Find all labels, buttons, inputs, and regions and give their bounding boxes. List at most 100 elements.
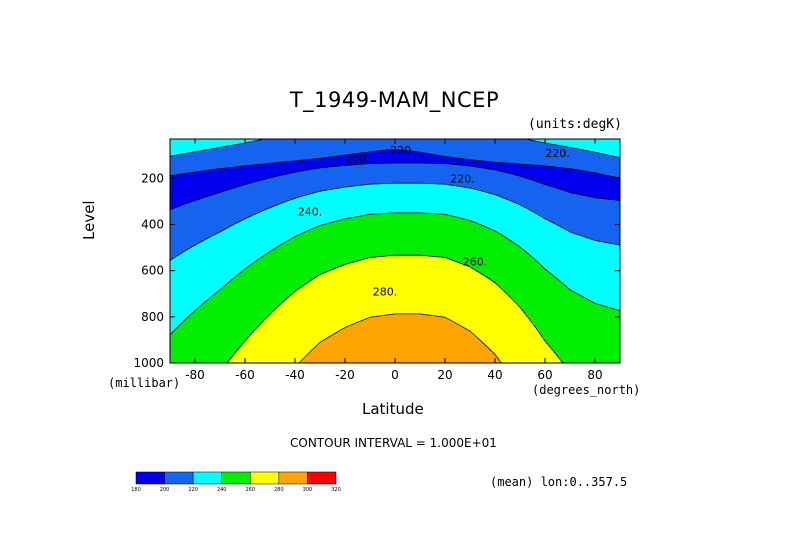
contour-fill-band [170,225,232,227]
contour-fill-band [541,335,620,337]
contour-fill-band [561,281,620,283]
contour-fill-band [603,174,620,176]
contour-fill-band [501,234,580,236]
contour-fill-band [171,331,255,334]
contour-fill-band [170,181,255,183]
contour-fill-band [443,316,530,319]
contour-fill-band [508,199,617,202]
contour-fill-band [283,242,515,244]
contour-fill-band [578,234,620,236]
contour-fill-band [491,229,567,231]
contour-fill-band [243,218,345,221]
contour-fill-band [438,162,512,165]
contour-fill-band [271,249,525,251]
contour-fill-band [170,268,245,271]
contour-fill-band [170,255,177,258]
contour-label: 220. [450,172,475,185]
contour-fill-band [183,173,290,175]
contour-fill-band [170,336,250,338]
contour-fill-band [273,176,522,178]
contour-fill-band [428,314,527,317]
contour-fill-band [191,313,272,316]
contour-fill-band [491,349,552,351]
contour-fill-band [176,154,345,157]
contour-fill-band [170,297,212,299]
contour-fill-band [303,358,500,360]
contour-fill-band [191,312,272,315]
contour-fill-band [553,275,620,278]
contour-fill-band [316,191,487,193]
contour-fill-band [206,170,305,172]
contour-fill-band [508,296,585,298]
colorbar-label: 180 [131,487,141,493]
contour-fill-band [588,299,620,301]
contour-fill-band [246,340,325,342]
contour-fill-band [533,211,620,214]
contour-fill-band [466,264,542,267]
contour-fill-band [316,168,487,170]
contour-fill-band [183,203,280,206]
contour-fill-band [170,343,245,345]
contour-fill-band [170,200,195,203]
contour-fill-band [198,198,295,201]
contour-fill-band [170,265,250,268]
contour-fill-band [241,270,330,273]
contour-fill-band [538,261,620,264]
contour-fill-band [593,302,620,304]
contour-fill-band [171,258,260,261]
contour-fill-band [363,258,450,261]
contour-fill-band [558,225,620,227]
contour-fill-band [170,250,185,253]
contour-fill-band [213,295,290,297]
contour-fill-band [170,157,322,160]
contour-fill-band [291,238,510,240]
contour-fill-band [170,269,245,272]
contour-fill-band [358,152,427,155]
contour-fill-band [353,261,460,264]
contour-fill-band [386,212,430,215]
contour-fill-band [236,275,317,278]
contour-fill-band [176,255,265,258]
contour-fill-band [236,223,327,225]
contour-fill-band [536,140,620,143]
contour-line [226,254,564,363]
contour-fill-band [191,201,285,204]
contour-fill-band [170,314,192,317]
contour-fill-band [243,184,365,186]
contour-fill-band [170,303,205,305]
contour-fill-band [481,272,552,275]
contour-fill-band [341,265,470,268]
colorbar-swatch [278,471,308,485]
contour-fill-band [170,163,260,166]
contour-fill-band [170,261,255,264]
contour-fill-band [206,301,285,303]
contour-fill-band [506,293,577,295]
contour-fill-band [453,163,525,166]
contour-fill-band [170,277,235,280]
contour-fill-band [170,180,260,182]
contour-fill-band [248,183,380,185]
contour-fill-band [170,217,247,220]
contour-fill-band [170,330,175,333]
contour-fill-band [170,169,215,171]
contour-fill-band [591,238,620,240]
contour-fill-band [263,319,365,322]
contour-fill-band [248,265,342,268]
contour-fill-band [568,168,620,170]
contour-fill-band [288,296,510,298]
contour-fill-band [231,167,325,169]
contour-fill-band [501,361,562,363]
contour-fill-band [256,327,345,330]
contour-fill-band [170,165,240,168]
contour-fill-band [170,357,232,359]
contour-fill-band [471,220,552,223]
contour-fill-band [238,347,315,349]
contour-fill-band [273,309,522,312]
contour-fill-band [526,314,620,317]
contour-fill-band [346,186,465,188]
contour-fill-band [293,237,507,239]
contour-fill-band [286,298,512,300]
y-tick-label: 1000 [133,356,164,370]
contour-fill-band [170,285,225,287]
